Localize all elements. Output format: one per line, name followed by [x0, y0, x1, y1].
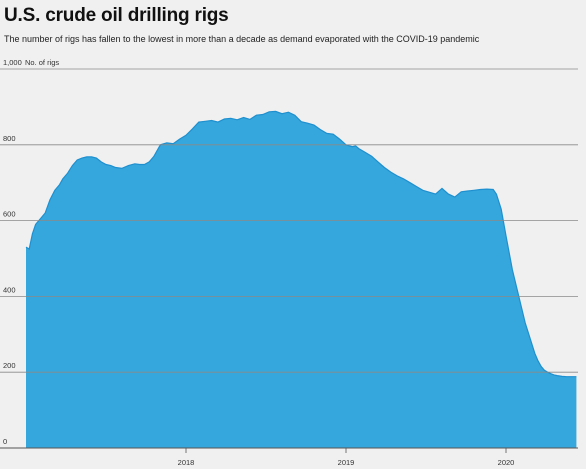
- y-axis-label: No. of rigs: [25, 58, 59, 67]
- x-tick-label: 2019: [338, 458, 355, 467]
- chart-title: U.S. crude oil drilling rigs: [4, 5, 229, 26]
- chart-subtitle: The number of rigs has fallen to the low…: [4, 34, 480, 44]
- x-tick-label: 2020: [498, 458, 515, 467]
- y-tick-label: 600: [3, 210, 16, 219]
- y-tick-label: 800: [3, 134, 16, 143]
- y-tick-label: 400: [3, 285, 16, 294]
- series-area-0: [26, 111, 577, 449]
- series-line-0: [25, 110, 577, 378]
- y-tick-label: 1,000: [3, 58, 22, 67]
- x-tick-label: 2018: [178, 458, 195, 467]
- y-tick-label: 0: [3, 437, 7, 446]
- y-tick-label: 200: [3, 361, 16, 370]
